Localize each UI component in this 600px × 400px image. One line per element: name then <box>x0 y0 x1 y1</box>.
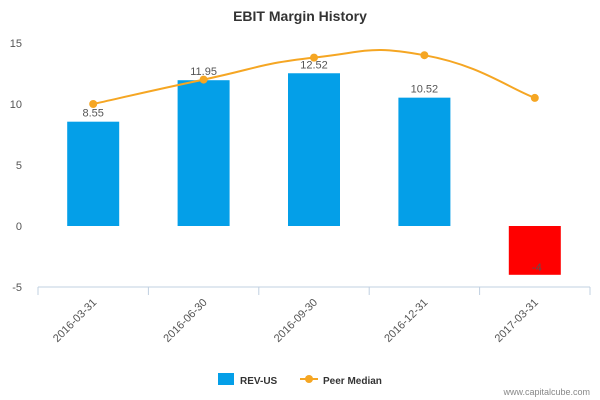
peer-median-point <box>310 53 318 62</box>
x-tick-label: 2016-06-30 <box>161 297 209 345</box>
legend-marker-peer-median <box>305 375 313 383</box>
data-label: 12.52 <box>300 59 328 71</box>
bar-series <box>67 73 561 275</box>
legend-label-peer-median: Peer Median <box>323 376 382 387</box>
peer-median-point <box>420 51 429 60</box>
bar <box>177 80 230 227</box>
bar <box>288 73 340 226</box>
bar <box>67 121 120 226</box>
bar <box>508 226 561 275</box>
y-tick-label: -5 <box>12 282 22 294</box>
x-tick-label: 2017-03-31 <box>493 297 541 345</box>
bar <box>398 97 451 226</box>
data-label: 10.52 <box>411 84 439 96</box>
peer-median-point <box>89 100 98 108</box>
legend-swatch-rev-us <box>218 373 234 385</box>
chart-title: EBIT Margin History <box>233 8 367 24</box>
peer-median-point <box>199 75 208 84</box>
y-tick-label: 0 <box>16 221 22 233</box>
data-label: -4 <box>532 262 542 274</box>
y-tick-label: 5 <box>16 160 22 172</box>
y-tick-label: 10 <box>10 99 22 111</box>
data-label: 11.95 <box>190 66 217 78</box>
legend-label-rev-us: REV-US <box>240 376 278 387</box>
x-tick-label: 2016-09-30 <box>272 297 320 345</box>
data-label: 8.55 <box>82 108 103 120</box>
x-tick-label: 2016-03-31 <box>51 297 99 345</box>
peer-median-point <box>530 93 539 102</box>
x-tick-label: 2016-12-31 <box>382 297 430 345</box>
legend[interactable]: REV-US Peer Median <box>218 373 382 387</box>
line-series <box>89 48 539 108</box>
credit-text[interactable]: www.capitalcube.com <box>502 387 590 397</box>
data-labels: 8.55 11.95 12.52 10.52 -4 <box>82 59 541 274</box>
y-tick-label: 15 <box>10 38 22 50</box>
